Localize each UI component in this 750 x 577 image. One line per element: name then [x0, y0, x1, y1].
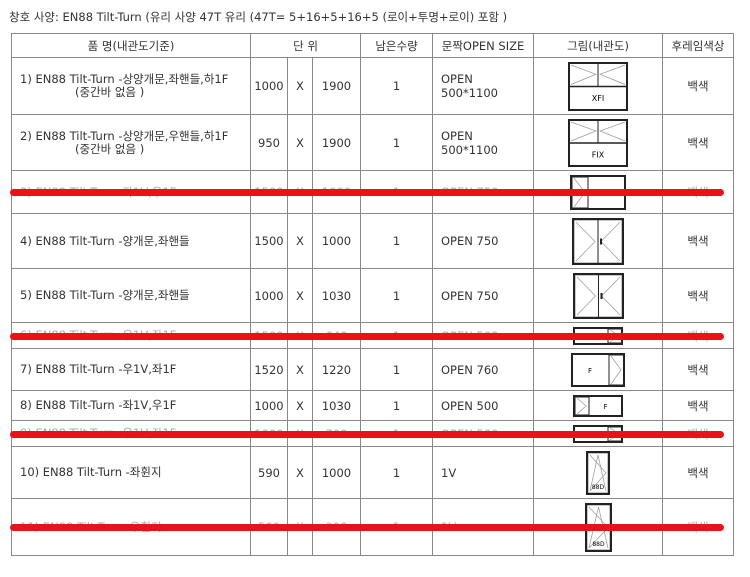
item-name: 8) EN88 Tilt-Turn -좌1V,우1F: [20, 398, 177, 412]
height-value: 1000: [312, 446, 361, 499]
item-name: 4) EN88 Tilt-Turn -양개문,좌핸들: [20, 233, 190, 248]
times-sign: X: [287, 213, 313, 269]
quantity: 1: [360, 268, 433, 323]
open-size: OPEN 500*1100: [432, 57, 534, 115]
item-name: 5) EN88 Tilt-Turn -양개문,좌핸들: [20, 288, 190, 302]
header-unit: 단 위: [250, 33, 361, 58]
drawing-cell: F: [533, 348, 663, 391]
height-value: 1030: [312, 390, 361, 421]
item-name-cell: 7) EN88 Tilt-Turn -우1V,좌1F: [11, 348, 251, 391]
item-name: 10) EN88 Tilt-Turn -좌휜지: [20, 465, 162, 479]
height-value: 1900: [312, 114, 361, 171]
item-name: 2) EN88 Tilt-Turn -상양개문,우핸들,하1F: [20, 128, 229, 143]
open-size: 1V: [432, 446, 534, 499]
width-value: 1000: [250, 57, 288, 115]
quantity: 1: [360, 114, 433, 171]
width-value: 1000: [250, 268, 288, 323]
item-note: (중간바 없음 ): [75, 141, 145, 156]
frame-color: 백색: [662, 57, 734, 115]
times-sign: X: [287, 57, 313, 115]
times-sign: X: [287, 114, 313, 171]
drawing-cell: [533, 268, 663, 323]
item-name: 1) EN88 Tilt-Turn -상양개문,좌핸들,하1F: [20, 72, 229, 86]
header-name: 품 명(내관도기준): [11, 33, 251, 58]
drawing-cell: [533, 213, 663, 269]
item-name: 7) EN88 Tilt-Turn -우1V,좌1F: [20, 362, 177, 376]
frame-color: 백색: [662, 446, 734, 499]
height-value: 1030: [312, 268, 361, 323]
width-value: 1500: [250, 213, 288, 269]
window-spec-table: 품 명(내관도기준) 단 위 남은수량 문짝OPEN SIZE 그림(내관도) …: [11, 33, 734, 556]
drawing-cell: XFI: [533, 57, 663, 115]
svg-text:88D: 88D: [592, 541, 605, 548]
frame-color: 백색: [662, 268, 734, 323]
svg-text:F: F: [588, 367, 592, 375]
open-size: OPEN 750: [432, 268, 534, 323]
open-size: OPEN 760: [432, 348, 534, 391]
strikethrough-mark: [10, 430, 724, 438]
svg-text:88D: 88D: [592, 484, 605, 491]
width-value: 1000: [250, 390, 288, 421]
item-note: (중간바 없음 ): [75, 85, 145, 99]
header-row: 품 명(내관도기준) 단 위 남은수량 문짝OPEN SIZE 그림(내관도) …: [11, 33, 734, 58]
table-row: 4) EN88 Tilt-Turn -양개문,좌핸들 1500 X 1000 1 OPEN…: [11, 213, 734, 269]
table-row: 1) EN88 Tilt-Turn -상양개문,좌핸들,하1F (중간바 없음 )…: [11, 57, 734, 115]
window-drawing-icon: [572, 272, 624, 319]
svg-text:FIX: FIX: [592, 150, 605, 159]
drawing-cell: F: [533, 390, 663, 421]
strikethrough-mark: [10, 524, 724, 531]
header-open: 문짝OPEN SIZE: [432, 33, 534, 58]
window-drawing-icon: [572, 217, 624, 265]
window-drawing-icon: F: [571, 352, 625, 387]
window-drawing-icon: XFI: [568, 61, 628, 111]
quantity: 1: [360, 213, 433, 269]
height-value: 1000: [312, 213, 361, 269]
height-value: 1900: [312, 57, 361, 115]
window-drawing-icon: 88D: [586, 450, 610, 495]
item-name-cell: 2) EN88 Tilt-Turn -상양개문,우핸들,하1F (중간바 없음 ): [11, 114, 251, 171]
header-qty: 남은수량: [360, 33, 433, 58]
drawing-cell: FIX: [533, 114, 663, 171]
table-row: 5) EN88 Tilt-Turn -양개문,좌핸들 1000 X 1030 1 OPEN…: [11, 268, 734, 323]
header-drawing: 그림(내관도): [533, 33, 663, 58]
quantity: 1: [360, 390, 433, 421]
strikethrough-mark: [10, 332, 724, 340]
times-sign: X: [287, 390, 313, 421]
quantity: 1: [360, 348, 433, 391]
spec-title: 창호 사양: EN88 Tilt-Turn (유리 사양 47T 유리 (47T…: [9, 10, 508, 24]
item-name-cell: 8) EN88 Tilt-Turn -좌1V,우1F: [11, 390, 251, 421]
open-size: OPEN 500*1100: [432, 114, 534, 171]
open-size: OPEN 750: [432, 213, 534, 269]
times-sign: X: [287, 348, 313, 391]
width-value: 1520: [250, 348, 288, 391]
window-drawing-icon: F: [573, 394, 623, 417]
svg-text:XFI: XFI: [592, 94, 604, 103]
times-sign: X: [287, 446, 313, 499]
frame-color: 백색: [662, 348, 734, 391]
item-name-cell: 4) EN88 Tilt-Turn -양개문,좌핸들: [11, 213, 251, 269]
header-color: 후레임색상: [662, 33, 734, 58]
strikethrough-mark: [10, 189, 724, 196]
item-name-cell: 5) EN88 Tilt-Turn -양개문,좌핸들: [11, 268, 251, 323]
table-row: 7) EN88 Tilt-Turn -우1V,좌1F 1520 X 1220 1 OPEN…: [11, 348, 734, 391]
quantity: 1: [360, 446, 433, 499]
frame-color: 백색: [662, 390, 734, 421]
quantity: 1: [360, 57, 433, 115]
height-value: 1220: [312, 348, 361, 391]
table-row: 8) EN88 Tilt-Turn -좌1V,우1F 1000 X 1030 1 OPEN…: [11, 390, 734, 421]
open-size: OPEN 500: [432, 390, 534, 421]
times-sign: X: [287, 268, 313, 323]
drawing-cell: 88D: [533, 446, 663, 499]
frame-color: 백색: [662, 213, 734, 269]
width-value: 950: [250, 114, 288, 171]
svg-text:F: F: [603, 403, 607, 411]
frame-color: 백색: [662, 114, 734, 171]
item-name-cell: 1) EN88 Tilt-Turn -상양개문,좌핸들,하1F (중간바 없음 ): [11, 57, 251, 115]
table-row: 2) EN88 Tilt-Turn -상양개문,우핸들,하1F (중간바 없음 )…: [11, 114, 734, 171]
width-value: 590: [250, 446, 288, 499]
window-drawing-icon: FIX: [568, 118, 628, 167]
table-row: 10) EN88 Tilt-Turn -좌휜지 590 X 1000 1 1V 88D 백색: [11, 446, 734, 499]
item-name-cell: 10) EN88 Tilt-Turn -좌휜지: [11, 446, 251, 499]
